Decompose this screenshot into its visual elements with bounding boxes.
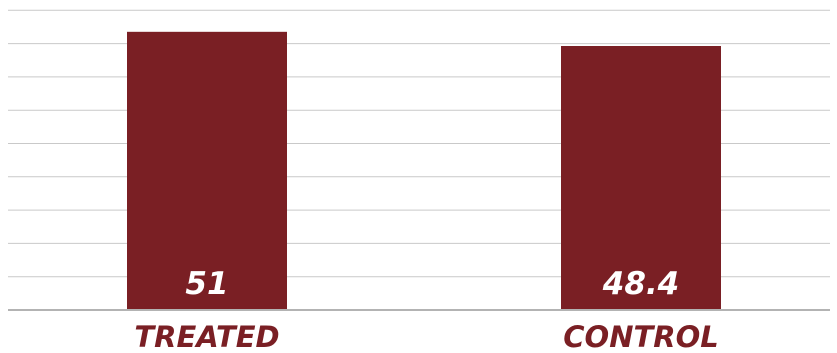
bars [127, 31, 721, 311]
bar-control [561, 46, 721, 310]
value-labels: 51 48.4 [185, 266, 679, 302]
category-label-control: CONTROL [563, 320, 718, 353]
category-labels: TREATED CONTROL [134, 320, 718, 353]
value-label-treated: 51 [185, 266, 228, 302]
bar-treated [127, 31, 287, 311]
category-label-treated: TREATED [134, 320, 279, 353]
value-label-control: 48.4 [602, 266, 680, 302]
